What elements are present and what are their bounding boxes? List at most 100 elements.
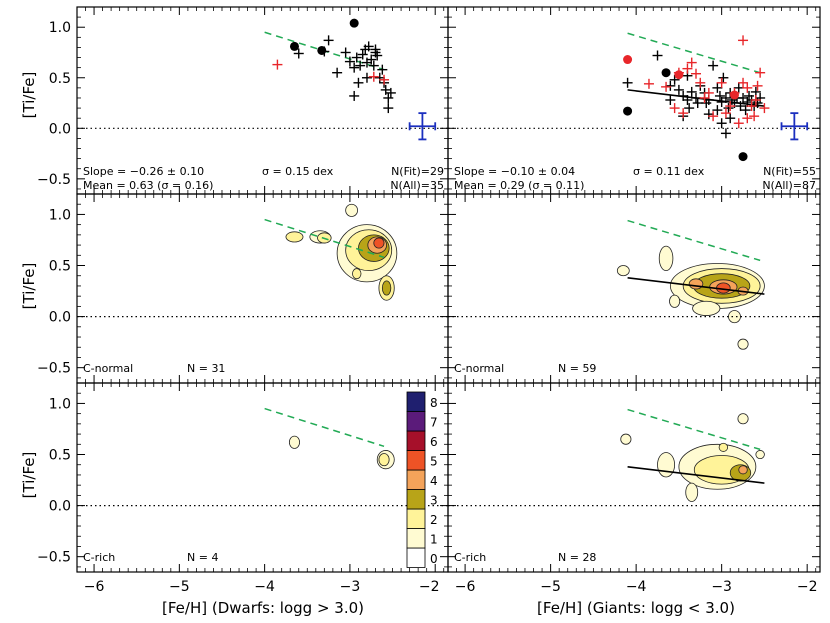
subset-label: C-normal [83, 362, 133, 375]
data-point-plus-black [665, 94, 676, 105]
colorbar-swatch [406, 508, 426, 529]
x-axis-labels: [Fe/H] (Dwarfs: logg > 3.0) [Fe/H] (Gian… [162, 599, 735, 617]
y-tick-label: −0.5 [37, 361, 71, 377]
data-point-plus-black [353, 77, 364, 88]
x-tick-label: −6 [455, 579, 476, 595]
density-contour [738, 465, 748, 475]
data-point-plus-black [344, 56, 355, 67]
data-point-plus-black [357, 49, 368, 60]
data-point-plus-red [368, 71, 379, 82]
panel-giants-cnormal: C-normal N = 59 [447, 193, 821, 384]
data-point-plus-black [669, 74, 680, 85]
density-contour [657, 452, 676, 478]
mean-annotation: Mean = 0.29 (σ = 0.11) [454, 179, 584, 192]
nfit-annotation: N(Fit)=55 [763, 165, 816, 178]
data-point-plus-black [332, 67, 343, 78]
y-axis-label-bottom: [Ti/Fe] [20, 452, 38, 499]
y-tick-label: 0.5 [49, 448, 71, 464]
data-point-dot-red [729, 90, 739, 100]
data-point-plus-black [716, 118, 727, 129]
y-tick-label: 1.0 [49, 396, 71, 412]
data-point-plus-black [361, 72, 372, 83]
colorbar-swatch [406, 547, 426, 568]
panel-dwarfs-crich: −0.5 0.0 0.5 1.0 −6 −5 −4 −3 −2 C-rich N = 4 [37, 382, 449, 595]
data-point-plus-black [323, 35, 334, 46]
data-point-plus-black [738, 92, 749, 103]
density-contour [692, 300, 721, 316]
density-contour [737, 413, 749, 425]
panels-layer: −0.5 0.0 0.5 1.0 Slope = −0.26 ± 0.10 σ = 0.1… [37, 6, 821, 595]
data-point-plus-red [750, 94, 761, 105]
density-contour [620, 433, 632, 445]
x-tick-label: −4 [254, 579, 275, 595]
data-point-plus-black [340, 47, 351, 58]
y-tick-label: 0.0 [49, 499, 71, 515]
error-bar [780, 112, 809, 141]
data-point-plus-red [643, 78, 654, 89]
x-tick-label: −5 [169, 579, 190, 595]
density-contour [669, 294, 681, 308]
x-axis-label-left: [Fe/H] (Dwarfs: logg > 3.0) [162, 599, 364, 617]
data-point-plus-black [678, 90, 689, 101]
colorbar-label: 0 [430, 552, 438, 566]
data-point-plus-black [755, 92, 766, 103]
y-tick-label: 0.0 [49, 310, 71, 326]
data-point-plus-black [377, 64, 388, 75]
data-point-plus-black [691, 92, 701, 103]
slope-annotation: Slope = −0.10 ± 0.04 [454, 165, 575, 178]
data-point-dot-black [623, 106, 633, 116]
data-point-plus-red [661, 81, 672, 92]
density-contour [718, 442, 729, 452]
data-point-plus-red [749, 111, 760, 122]
data-point-dot-red [623, 55, 633, 65]
data-point-plus-red [691, 68, 701, 79]
data-point-plus-black [380, 84, 391, 95]
data-point-plus-red [752, 80, 763, 91]
data-point-dot-red [674, 70, 684, 80]
data-point-dot-black [661, 68, 671, 78]
data-point-plus-black [665, 80, 676, 91]
data-point-dot-black [738, 152, 748, 162]
subset-label: C-rich [454, 551, 486, 564]
density-contour [685, 482, 699, 502]
density-contour [688, 278, 704, 290]
data-point-dot-black [317, 45, 327, 55]
colorbar-label: 1 [430, 532, 438, 546]
data-point-plus-red [708, 111, 719, 122]
fit-line [627, 276, 765, 295]
y-axis-label-middle: [Ti/Fe] [20, 263, 38, 310]
colorbar-label: 8 [430, 396, 438, 410]
colorbar-swatch [406, 489, 426, 510]
error-bar [408, 112, 437, 141]
density-contour [345, 203, 358, 217]
data-point-plus-black [744, 90, 755, 101]
colorbar-swatch [406, 430, 426, 451]
density-contour [373, 237, 385, 249]
data-point-plus-red [746, 101, 757, 112]
panel-dwarfs-cnormal: −0.5 0.0 0.5 1.0 C-normal N = 31 [37, 193, 449, 384]
colorbar-swatch [406, 391, 426, 412]
x-axis-label-right: [Fe/H] (Giants: logg < 3.0) [537, 599, 735, 617]
data-point-plus-black [368, 60, 379, 71]
nfit-annotation: N(Fit)=29 [391, 165, 444, 178]
sigma-annotation: σ = 0.11 dex [633, 165, 705, 178]
data-point-plus-red [742, 113, 753, 124]
data-point-plus-black [712, 82, 723, 93]
fit-line [627, 465, 765, 484]
y-tick-label: −0.5 [37, 550, 71, 566]
panel-frame [447, 382, 821, 573]
data-point-plus-black [370, 47, 381, 58]
density-contour [755, 450, 765, 460]
nall-annotation: N(All)=87 [762, 179, 816, 192]
data-point-plus-black [723, 103, 734, 114]
x-tick-label: −5 [540, 579, 561, 595]
subset-label: C-normal [454, 362, 504, 375]
data-point-plus-black [374, 72, 385, 83]
data-point-plus-black [673, 84, 684, 95]
y-tick-label: −0.5 [37, 172, 71, 188]
data-point-plus-red [272, 59, 283, 70]
x-tick-label: −6 [84, 579, 105, 595]
data-point-dot-black [289, 41, 299, 51]
y-tick-label: 0.5 [49, 259, 71, 275]
